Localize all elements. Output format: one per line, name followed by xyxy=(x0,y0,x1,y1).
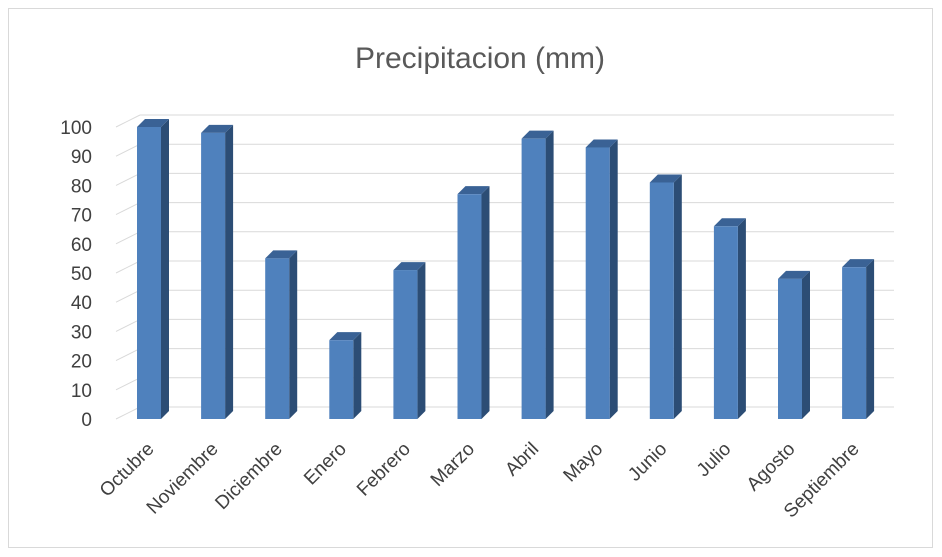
bar-top xyxy=(778,270,810,279)
bar xyxy=(713,218,746,419)
bar-front xyxy=(778,278,802,419)
x-tick-label: Febrero xyxy=(353,439,415,501)
gridline-edge xyxy=(115,289,141,303)
bar-top xyxy=(329,332,362,341)
bar-top xyxy=(393,262,426,271)
bar-front xyxy=(649,182,674,419)
bar-side xyxy=(481,186,490,419)
gridline-edge xyxy=(115,114,141,128)
y-tick-label: 30 xyxy=(71,322,92,343)
bar xyxy=(137,119,169,419)
bar-front xyxy=(842,267,867,419)
y-tick-label: 40 xyxy=(71,293,92,314)
bars xyxy=(137,119,875,419)
x-tick-label: Agosto xyxy=(743,439,800,496)
y-tick-label: 10 xyxy=(71,381,92,402)
bar xyxy=(585,139,618,419)
bar-front xyxy=(201,132,226,419)
x-tick-label: Octubre xyxy=(96,439,159,502)
bar-front xyxy=(393,270,418,419)
gridline-edge xyxy=(115,377,141,391)
bar-top xyxy=(265,250,298,259)
gridline-edge xyxy=(115,406,141,420)
bar-side xyxy=(545,130,554,419)
bar-front xyxy=(329,340,354,419)
bar xyxy=(842,259,875,419)
bar-top xyxy=(137,119,169,127)
gridline-edge xyxy=(115,260,141,274)
x-tick-label: Junio xyxy=(624,439,671,486)
bar xyxy=(457,186,490,419)
y-axis-ticks: 0 10 20 30 40 50 60 70 80 90 100 xyxy=(60,118,92,431)
bar-side xyxy=(161,119,169,419)
bar-side xyxy=(225,124,234,419)
bar-top xyxy=(713,218,746,227)
bar-front xyxy=(585,147,610,419)
chart-title: Precipitacion (mm) xyxy=(355,42,605,75)
gridline-edge xyxy=(115,143,141,157)
bar xyxy=(649,174,682,419)
bar-top xyxy=(585,139,618,148)
y-tick-label: 70 xyxy=(71,206,92,227)
bar-front xyxy=(521,138,546,419)
y-tick-label: 80 xyxy=(71,176,92,197)
gridline-edge xyxy=(115,202,141,216)
bar-side xyxy=(417,262,426,419)
bar-side xyxy=(673,174,682,419)
bar-front xyxy=(457,194,482,419)
x-tick-label: Enero xyxy=(300,439,351,490)
bar-front xyxy=(265,258,290,419)
gridline-edge xyxy=(115,318,141,332)
y-tick-label: 50 xyxy=(71,264,92,285)
x-tick-label: Julio xyxy=(693,439,735,481)
bar xyxy=(778,270,810,419)
bar-side xyxy=(866,259,875,419)
bar xyxy=(329,332,362,419)
bar-side xyxy=(289,250,298,419)
bar-side xyxy=(609,139,618,419)
bar-side xyxy=(737,218,746,419)
bar xyxy=(393,262,426,419)
bar-top xyxy=(842,259,875,268)
y-tick-label: 0 xyxy=(81,410,92,431)
gridline-edge xyxy=(115,348,141,362)
x-tick-label: Mayo xyxy=(560,439,608,487)
y-tick-label: 20 xyxy=(71,352,92,373)
gridline-edge xyxy=(115,172,141,186)
bar-top xyxy=(457,186,490,195)
bar-front xyxy=(137,127,161,419)
bar-side xyxy=(802,270,810,419)
bar xyxy=(265,250,298,419)
bar xyxy=(201,124,234,419)
bar-top xyxy=(201,124,234,133)
gridline-edge xyxy=(115,231,141,245)
y-tick-label: 90 xyxy=(71,147,92,168)
bar-top xyxy=(521,130,554,139)
x-tick-label: Marzo xyxy=(427,439,479,491)
y-tick-label: 60 xyxy=(71,235,92,256)
x-tick-label: Diciembre xyxy=(211,439,286,514)
bar-top xyxy=(649,174,682,183)
bar xyxy=(521,130,554,419)
x-tick-label: Abril xyxy=(501,439,543,481)
bar-side xyxy=(353,332,362,419)
bar-front xyxy=(713,226,738,419)
y-tick-label: 100 xyxy=(60,118,92,139)
